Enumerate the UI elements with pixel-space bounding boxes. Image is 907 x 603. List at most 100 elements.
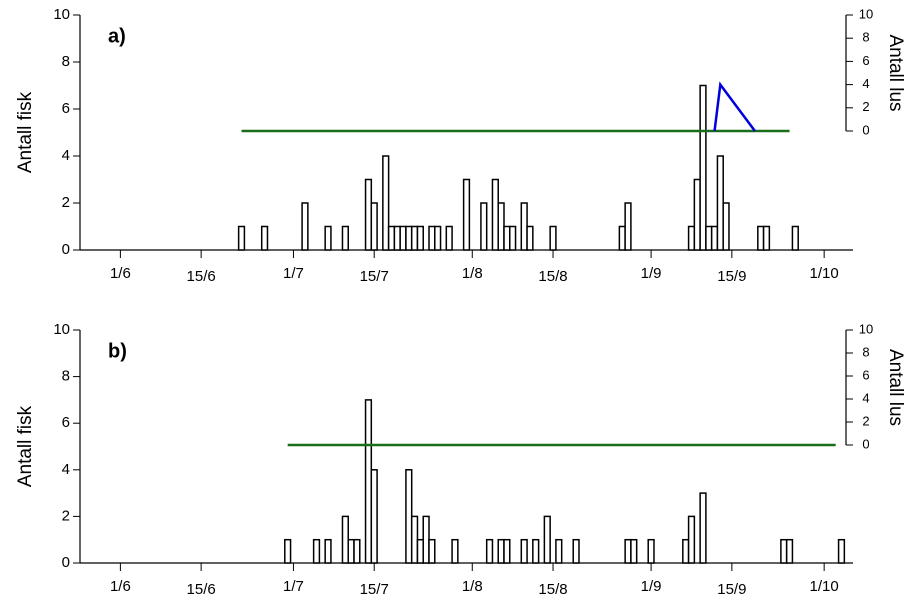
y-tick-label: 2 (62, 507, 70, 524)
x-tick-label: 15/9 (717, 581, 746, 598)
bar (260, 225, 269, 251)
bar (555, 538, 563, 564)
y2-axis-title: Antall lus (885, 34, 906, 111)
bar (399, 225, 407, 251)
y2-tick-label: 0 (862, 122, 869, 137)
x-tick-label: 1/7 (283, 578, 304, 595)
y2-tick-label: 6 (862, 367, 869, 382)
y-tick-label: 6 (62, 100, 70, 117)
bar (791, 225, 799, 251)
x-tick-label: 15/8 (538, 268, 567, 285)
bar (491, 178, 499, 251)
bar (347, 538, 355, 564)
bar (722, 202, 730, 251)
y2-tick-label: 6 (862, 53, 869, 68)
y-tick-label: 4 (62, 147, 70, 164)
bar (301, 202, 309, 251)
y2-tick-label: 4 (862, 76, 869, 91)
y-tick-label: 4 (62, 461, 70, 478)
bar (422, 515, 430, 564)
y-tick-label: 0 (62, 554, 70, 571)
bar (382, 155, 390, 251)
bar (284, 538, 292, 564)
bar (364, 178, 373, 251)
bar (416, 538, 424, 564)
bar (699, 492, 707, 564)
bar (762, 225, 771, 251)
y-tick-label: 6 (62, 414, 70, 431)
bar (405, 469, 413, 564)
bar (312, 538, 321, 564)
bar (324, 225, 332, 251)
bar (341, 515, 349, 564)
y2-tick-label: 2 (862, 413, 869, 428)
y-tick-label: 0 (62, 241, 70, 258)
y2-tick-label: 8 (862, 30, 869, 45)
x-tick-label: 15/7 (360, 268, 389, 285)
bar (370, 202, 378, 251)
bar (780, 538, 788, 564)
bar (630, 538, 638, 564)
bar (526, 225, 534, 251)
x-tick-label: 15/9 (717, 268, 746, 285)
bar (428, 225, 436, 251)
bar (387, 225, 396, 251)
x-tick-label: 1/9 (641, 578, 662, 595)
bar (393, 225, 401, 251)
bar (785, 538, 794, 564)
bar (485, 538, 494, 564)
bar (503, 538, 511, 564)
bar (341, 225, 349, 251)
x-tick-label: 15/6 (187, 581, 216, 598)
line-series (713, 81, 756, 132)
y-axis-title: Antall fisk (15, 405, 36, 487)
bar (503, 225, 511, 251)
y2-tick-label: 4 (862, 390, 869, 405)
y-tick-label: 8 (62, 368, 70, 385)
x-tick-label: 1/8 (462, 578, 483, 595)
bar (549, 225, 557, 251)
y2-axis-title: Antall lus (885, 349, 906, 426)
x-tick-label: 1/10 (810, 578, 839, 595)
x-tick-label: 15/6 (187, 268, 216, 285)
y2-tick-label: 10 (859, 321, 873, 336)
bar (451, 538, 459, 564)
bar (710, 225, 719, 251)
x-tick-label: 15/8 (538, 581, 567, 598)
x-tick-label: 15/7 (360, 581, 389, 598)
bar (837, 538, 846, 564)
bar (434, 225, 442, 251)
bar (509, 225, 517, 251)
y2-tick-label: 0 (862, 436, 869, 451)
y2-tick-label: 8 (862, 344, 869, 359)
bar (462, 178, 471, 251)
x-tick-label: 1/9 (641, 265, 662, 282)
y2-tick-label: 10 (859, 6, 873, 21)
bar (520, 202, 528, 251)
bar (624, 538, 632, 564)
y-axis-title: Antall fisk (15, 91, 36, 173)
panel-label: a) (108, 25, 126, 47)
bar (353, 538, 361, 564)
bar (647, 538, 655, 564)
bar (497, 202, 505, 251)
bar (716, 155, 724, 251)
y-tick-label: 10 (53, 321, 70, 338)
panel-label: b) (108, 340, 127, 362)
x-tick-label: 1/10 (810, 265, 839, 282)
bar (618, 225, 626, 251)
bar (410, 515, 419, 564)
bar (532, 538, 540, 564)
x-tick-label: 1/6 (110, 578, 131, 595)
bar (757, 225, 765, 251)
bar (480, 202, 488, 251)
y-tick-label: 2 (62, 194, 70, 211)
bar (416, 225, 424, 251)
bar (324, 538, 332, 564)
bar (687, 515, 696, 564)
bar (572, 538, 580, 564)
y-tick-label: 8 (62, 53, 70, 70)
bar (410, 225, 419, 251)
bar (699, 84, 707, 251)
